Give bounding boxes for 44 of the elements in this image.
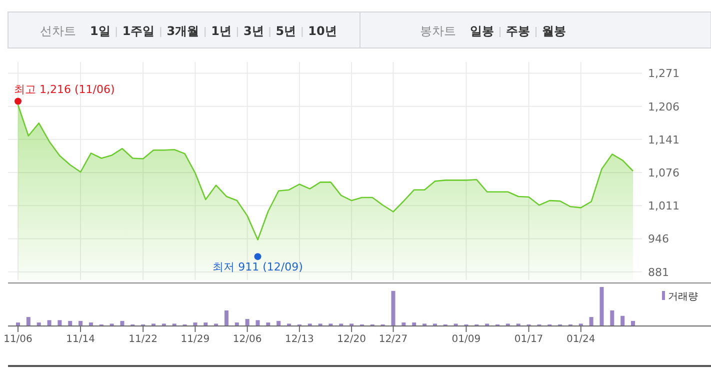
bar — [391, 290, 396, 326]
x-tick-label: 11/14 — [66, 334, 95, 345]
bar — [610, 310, 614, 326]
bar — [26, 317, 30, 326]
y-tick-label: 1,076 — [648, 166, 680, 180]
text: 일봉 — [470, 24, 494, 38]
x-tick-label: 11/22 — [128, 334, 158, 345]
text: 10년 — [308, 24, 337, 38]
bar — [589, 317, 594, 326]
x-tick-label: 12/20 — [337, 334, 366, 345]
x-tick-label: 01/24 — [566, 334, 596, 345]
text: 선차트 — [40, 24, 76, 38]
text: 5년 — [276, 24, 296, 38]
annotation: 최고 1,216 (11/06) — [14, 83, 115, 96]
text: 봉차트 — [420, 24, 456, 38]
y-tick-label: 1,271 — [648, 67, 680, 80]
bar — [47, 320, 52, 326]
x-tick-label: 12/13 — [285, 334, 314, 345]
x-tick-label: 11/06 — [4, 334, 32, 345]
bar — [600, 287, 604, 326]
bar — [224, 310, 228, 326]
text: 주봉 — [506, 24, 530, 38]
text: 월봉 — [542, 24, 566, 38]
bar — [620, 316, 625, 326]
x-tick-label: 12/06 — [232, 334, 262, 345]
bar — [256, 320, 260, 326]
bar — [58, 320, 62, 326]
text: 3년 — [243, 24, 264, 38]
y-tick-label: 881 — [648, 266, 669, 279]
y-tick-label: 946 — [648, 232, 669, 246]
text: 3개월 — [166, 24, 200, 38]
y-tick-label: 1,011 — [648, 200, 680, 213]
x-tick-label: 01/17 — [514, 334, 544, 345]
x-tick-label: 01/09 — [452, 334, 481, 345]
legend-label: 거래량 — [668, 292, 698, 302]
x-tick-label: 11/29 — [180, 334, 210, 345]
x-tick-label: 12/27 — [378, 334, 408, 345]
y-tick-label: 1,141 — [648, 133, 680, 146]
y-tick-label: 1,206 — [648, 100, 680, 114]
text: 1년 — [211, 24, 232, 38]
annotation: 최저 911 (12/09) — [212, 260, 303, 274]
text: 1일 — [90, 24, 110, 38]
text: 1주일 — [122, 24, 155, 38]
bar — [245, 318, 250, 326]
